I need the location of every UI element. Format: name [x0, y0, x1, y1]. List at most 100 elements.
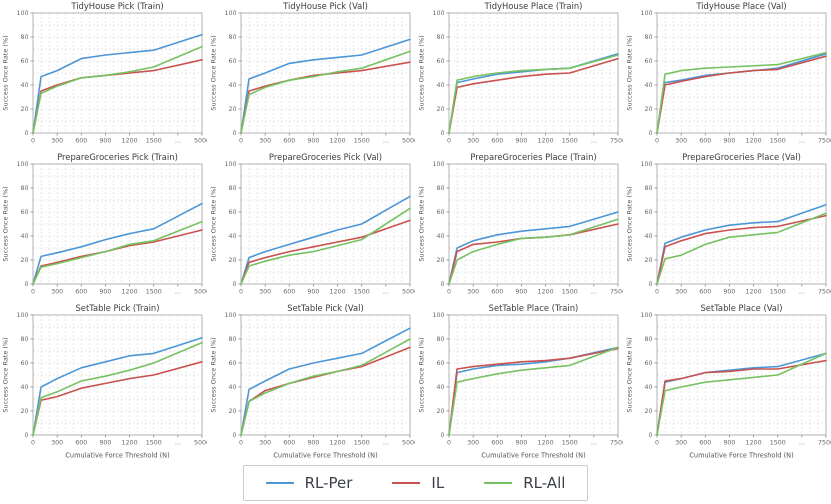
- series-line-rl-per: [655, 203, 827, 285]
- y-tick-label: 100: [225, 161, 237, 168]
- series-line-rl-all: [655, 212, 827, 285]
- y-axis-label: Success Once Rate (%): [417, 186, 425, 261]
- y-tick-label: 100: [225, 10, 237, 17]
- y-tick-label: 60: [436, 360, 444, 367]
- x-axis-label: Cumulative Force Threshold (N): [481, 452, 585, 460]
- y-tick-label: 40: [21, 384, 29, 391]
- legend-item-rl-all: RL-All: [484, 474, 565, 492]
- y-tick-label: 100: [432, 312, 444, 319]
- x-tick-label: 1500: [146, 289, 162, 296]
- x-tick-label: 600: [491, 138, 503, 145]
- legend-line-swatch-rl-all: [484, 482, 513, 484]
- x-tick-label: 900: [723, 440, 735, 447]
- series-line-rl-all: [655, 352, 827, 436]
- x-axis-label: Cumulative Force Threshold (N): [273, 452, 377, 460]
- x-tick-label: ...: [591, 440, 597, 447]
- x-axis-label: Cumulative Force Threshold (N): [66, 452, 170, 460]
- x-tick-label: 1500: [354, 138, 370, 145]
- y-tick-label: 40: [436, 82, 444, 89]
- y-tick-label: 20: [229, 106, 237, 113]
- y-tick-label: 40: [644, 233, 652, 240]
- x-axis-label: Cumulative Force Threshold (N): [689, 452, 793, 460]
- legend-label-il: IL: [431, 474, 445, 492]
- chart-title: PrepareGroceries Pick (Val): [269, 152, 382, 162]
- legend-row: RL-Per IL RL-All: [0, 462, 831, 504]
- y-axis-label: Success Once Rate (%): [417, 35, 425, 110]
- y-tick-label: 0: [440, 432, 444, 439]
- series-line-il: [448, 57, 619, 134]
- series-line-rl-per: [240, 327, 411, 436]
- charts-grid: 030060090012001500...5000020406080100Tid…: [2, 1, 831, 460]
- y-tick-label: 40: [21, 82, 29, 89]
- series-line-rl-per: [32, 202, 204, 285]
- x-tick-label: ...: [383, 289, 389, 296]
- x-tick-label: 600: [699, 289, 711, 296]
- y-tick-label: 20: [644, 408, 652, 415]
- x-tick-label: 300: [675, 138, 687, 145]
- y-tick-label: 0: [233, 432, 237, 439]
- series-line-rl-per: [32, 336, 204, 436]
- y-axis-label: Success Once Rate (%): [625, 337, 633, 412]
- series-line-rl-all: [32, 341, 204, 436]
- grid-lines: [448, 314, 619, 435]
- grid-lines: [656, 314, 826, 435]
- chart-title: PrepareGroceries Place (Val): [682, 152, 801, 162]
- series-line-rl-all: [240, 207, 411, 285]
- x-tick-label: 900: [308, 138, 320, 145]
- y-tick-label: 20: [436, 106, 444, 113]
- series-line-rl-all: [240, 50, 411, 134]
- y-axis-label: Success Once Rate (%): [210, 35, 218, 110]
- series-line-rl-per: [240, 195, 411, 285]
- legend-item-rl-per: RL-Per: [265, 474, 352, 492]
- y-axis-label: Success Once Rate (%): [625, 35, 633, 110]
- x-tick-label: 600: [76, 289, 88, 296]
- plot-border: [656, 314, 827, 436]
- x-tick-label: 1500: [562, 138, 578, 145]
- series-line-rl-all: [448, 54, 619, 134]
- y-tick-label: 20: [436, 408, 444, 415]
- x-tick-label: 1200: [745, 138, 761, 145]
- y-tick-label: 80: [21, 336, 29, 343]
- y-axis-label: Success Once Rate (%): [2, 186, 10, 261]
- series-line-il: [655, 55, 827, 134]
- y-axis-label: Success Once Rate (%): [417, 337, 425, 412]
- chart-title: TidyHouse Pick (Train): [71, 1, 164, 11]
- plot-border: [656, 12, 827, 134]
- y-tick-label: 80: [229, 34, 237, 41]
- x-tick-label: ...: [591, 289, 597, 296]
- y-tick-label: 80: [229, 336, 237, 343]
- x-tick-label: ...: [798, 289, 804, 296]
- x-tick-label: 1500: [562, 440, 578, 447]
- y-tick-label: 80: [644, 185, 652, 192]
- plot-border: [448, 12, 619, 134]
- y-tick-label: 0: [648, 281, 652, 288]
- y-axis-label: Success Once Rate (%): [2, 35, 10, 110]
- y-tick-label: 60: [21, 209, 29, 216]
- chart-title: SetTable Pick (Train): [76, 303, 160, 313]
- x-tick-label: 1500: [146, 138, 162, 145]
- series-line-il: [655, 214, 827, 285]
- y-tick-label: 0: [440, 130, 444, 137]
- x-tick-label: 0: [447, 289, 451, 296]
- x-tick-label: 1200: [745, 289, 761, 296]
- chart-title: SetTable Place (Val): [700, 303, 782, 313]
- plot-border: [240, 314, 411, 436]
- series-line-rl-all: [240, 338, 411, 436]
- grid-lines: [33, 314, 203, 435]
- y-tick-label: 20: [644, 106, 652, 113]
- x-tick-label: 1500: [769, 138, 785, 145]
- x-tick-label: 600: [283, 289, 295, 296]
- x-tick-label: 1500: [769, 289, 785, 296]
